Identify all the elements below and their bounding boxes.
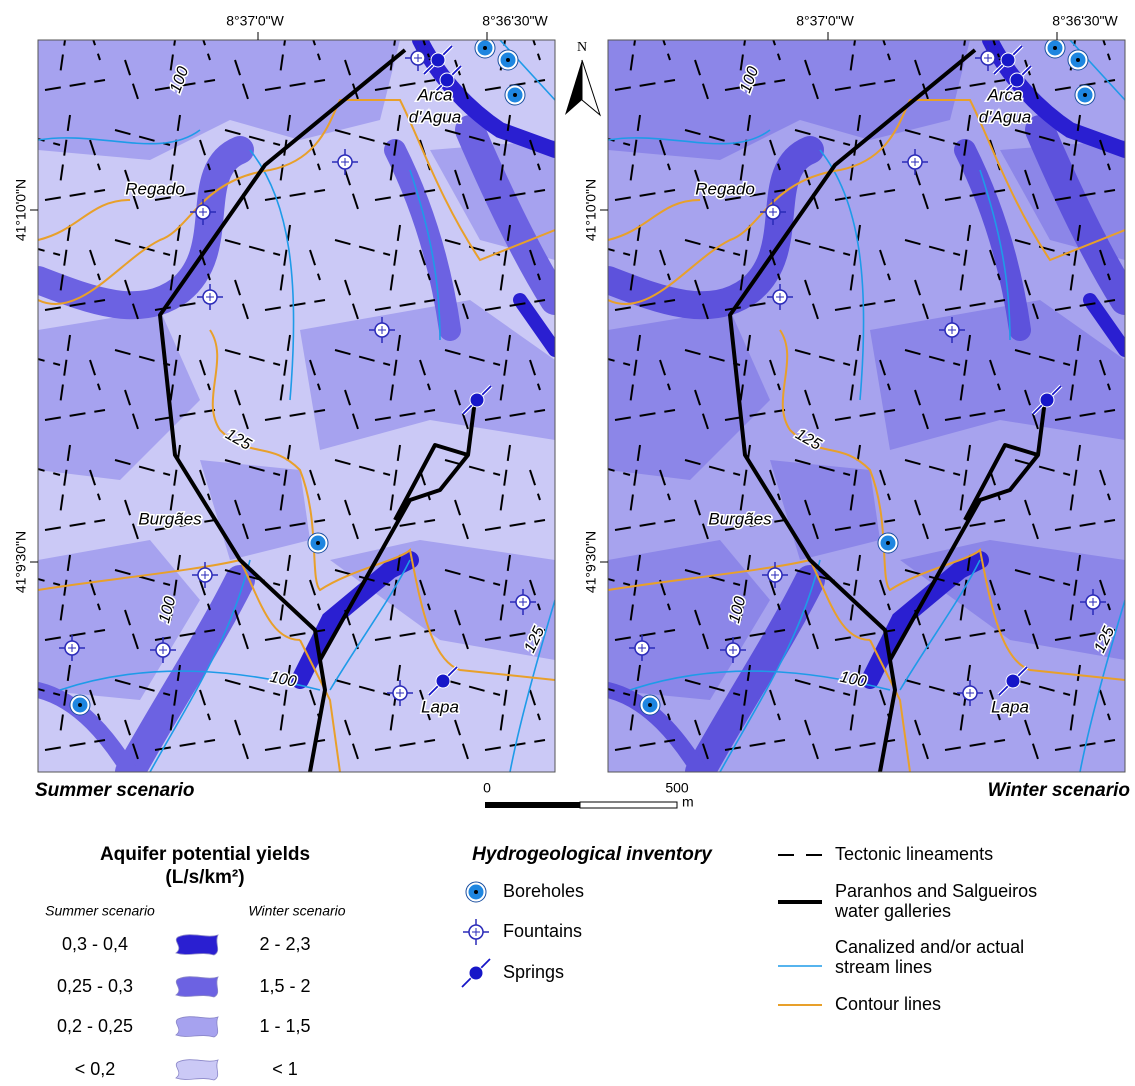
latitude: 41°10'0"N bbox=[13, 179, 29, 241]
legend-item: Fountains bbox=[503, 921, 582, 941]
latitude: 41°10'0"N bbox=[583, 179, 599, 241]
place-label: d'Agua bbox=[409, 107, 461, 126]
place-label: Arca bbox=[417, 85, 453, 104]
legend-item: 1,5 - 2 bbox=[259, 976, 310, 996]
legend-item: Contour lines bbox=[835, 994, 941, 1014]
legend-item: Springs bbox=[503, 962, 564, 982]
legend-item: water galleries bbox=[834, 901, 951, 921]
panel-title: Summer scenario bbox=[35, 780, 194, 801]
panel-title: Winter scenario bbox=[988, 780, 1130, 801]
north-arrow: N bbox=[565, 40, 600, 115]
place-label: Arca bbox=[987, 85, 1023, 104]
scale-label: 0 bbox=[483, 780, 491, 796]
scale-unit: m bbox=[682, 794, 694, 810]
legend-swatch bbox=[176, 1060, 218, 1080]
yield-legend: Aquifer potential yields (L/s/km²) Summe… bbox=[45, 844, 346, 1080]
longitude: 8°36'30"W bbox=[1052, 13, 1118, 29]
place-label: Burgães bbox=[708, 509, 772, 528]
legend-item: Paranhos and Salgueiros bbox=[835, 881, 1037, 901]
summer-map bbox=[38, 38, 555, 772]
legend-swatch bbox=[176, 1017, 218, 1037]
map-figure: 8°37'0"W 8°36'30"W 41°10'0"N 41°9'30"N R… bbox=[0, 0, 1135, 1086]
inventory-legend: Hydrogeological inventory Boreholes Foun… bbox=[462, 844, 713, 987]
longitude: 8°37'0"W bbox=[796, 13, 854, 29]
legend-swatch bbox=[176, 977, 218, 997]
line-legend: Tectonic lineaments Paranhos and Salguei… bbox=[778, 844, 1037, 1014]
legend-item: 0,3 - 0,4 bbox=[62, 934, 128, 954]
legend-item: < 0,2 bbox=[75, 1059, 116, 1079]
column-label: Winter scenario bbox=[248, 903, 345, 919]
legend-title: Hydrogeological inventory bbox=[472, 844, 713, 865]
place-label: d'Agua bbox=[979, 107, 1031, 126]
latitude: 41°9'30"N bbox=[583, 531, 599, 593]
legend-item: Tectonic lineaments bbox=[835, 844, 993, 864]
place-label: Regado bbox=[125, 179, 185, 198]
place-label: Regado bbox=[695, 179, 755, 198]
north-label: N bbox=[577, 40, 587, 55]
place-label: Lapa bbox=[991, 697, 1029, 716]
legend-swatch bbox=[176, 935, 218, 955]
latitude: 41°9'30"N bbox=[13, 531, 29, 593]
longitude: 8°36'30"W bbox=[482, 13, 548, 29]
longitude: 8°37'0"W bbox=[226, 13, 284, 29]
legend-item: < 1 bbox=[272, 1059, 298, 1079]
winter-map bbox=[608, 38, 1125, 772]
legend-unit: (L/s/km²) bbox=[165, 867, 244, 888]
legend-item: Canalized and/or actual bbox=[835, 937, 1024, 957]
legend-item: 2 - 2,3 bbox=[259, 934, 310, 954]
legend-title: Aquifer potential yields bbox=[100, 844, 310, 865]
legend-item: 1 - 1,5 bbox=[259, 1016, 310, 1036]
legend-item: 0,2 - 0,25 bbox=[57, 1016, 133, 1036]
column-label: Summer scenario bbox=[45, 903, 155, 919]
place-label: Burgães bbox=[138, 509, 202, 528]
place-label: Lapa bbox=[421, 697, 459, 716]
scale-bar: 0 500 m bbox=[483, 780, 694, 810]
legend-item: Boreholes bbox=[503, 881, 584, 901]
legend-item: stream lines bbox=[835, 957, 932, 977]
legend-item: 0,25 - 0,3 bbox=[57, 976, 133, 996]
